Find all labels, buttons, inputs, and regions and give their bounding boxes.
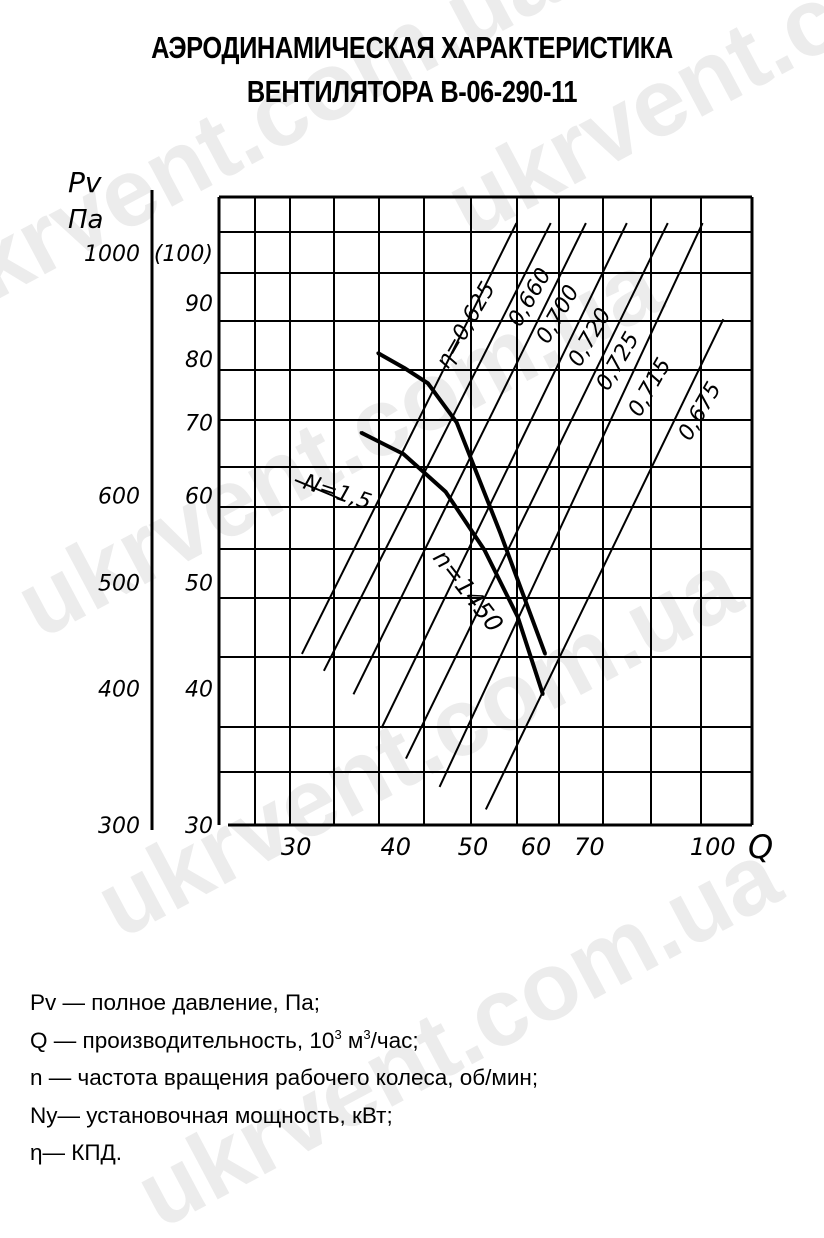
efficiency-label-7: 0,675 xyxy=(674,378,727,445)
y-tick-inner-800: 80 xyxy=(185,348,213,373)
x-tick-label-70: 70 xyxy=(574,833,605,861)
legend-q-suffix: /час; xyxy=(370,1027,419,1053)
curve-point-speed-1 xyxy=(401,452,406,456)
y-tick-outer-400: 400 xyxy=(98,677,140,702)
efficiency-line-1 xyxy=(301,222,518,655)
y-tick-inner-400: 40 xyxy=(185,677,213,702)
efficiency-line-4 xyxy=(380,222,628,729)
y-tick-inner-600: 60 xyxy=(185,485,213,510)
curve-point-speed-3 xyxy=(482,548,487,552)
efficiency-line-6 xyxy=(438,222,704,788)
curve-point-power-5 xyxy=(543,652,547,656)
efficiency-line-2 xyxy=(323,222,552,672)
curve-point-power-3 xyxy=(455,420,459,425)
y-tick-inner-700: 70 xyxy=(185,411,213,436)
legend-pv: Pv — полное давление, Па; xyxy=(30,990,320,1015)
curve-point-speed-4 xyxy=(516,615,520,619)
y-tick-inner-1000: (100) xyxy=(154,242,213,267)
legend-q-sup-2: 3 xyxy=(363,1026,371,1042)
legend-q-sup-1: 3 xyxy=(334,1026,342,1042)
y-axis-unit: Па xyxy=(68,205,103,235)
fan-performance-chart: Pv Па Q 30 40 50 60 70 100 1000 600 500 400 300 (100) 9… xyxy=(68,166,773,866)
curve-point-speed-2 xyxy=(444,490,448,494)
x-tick-label-50: 50 xyxy=(458,833,489,861)
power-label-leader xyxy=(294,479,344,501)
efficiency-label-6: 0,715 xyxy=(624,354,677,421)
legend-block: Pv — полное давление, Па; Q — производит… xyxy=(30,984,538,1172)
curve-point-power-0 xyxy=(376,351,380,355)
efficiency-line-5 xyxy=(405,222,669,760)
y-tick-inner-900: 90 xyxy=(185,292,213,317)
curve-point-power-2 xyxy=(426,381,430,385)
efficiency-line-7 xyxy=(484,318,725,810)
legend-eta: η— КПД. xyxy=(30,1140,123,1165)
curve-point-power-4 xyxy=(498,531,502,535)
y-tick-outer-600: 600 xyxy=(98,485,140,510)
y-axis-label: Pv xyxy=(68,166,102,199)
curve-speed xyxy=(360,430,545,695)
x-tick-label-30: 30 xyxy=(281,833,312,861)
speed-curve-label: n=1450 xyxy=(427,544,508,637)
chart-title-line-2: ВЕНТИЛЯТОРА В-06-290-11 xyxy=(246,74,578,109)
x-tick-label-100: 100 xyxy=(690,833,736,861)
legend-q: Q — производительность, 103 м3/час; xyxy=(30,1022,538,1060)
y-tick-outer-1000: 1000 xyxy=(84,242,140,267)
x-tick-label-60: 60 xyxy=(521,833,552,861)
y-tick-outer-300: 300 xyxy=(98,814,140,839)
legend-q-prefix: Q — производительность, 10 xyxy=(30,1027,335,1053)
curve-point-speed-0 xyxy=(359,431,363,435)
chart-title-line-1: АЭРОДИНАМИЧЕСКАЯ ХАРАКТЕРИСТИКА xyxy=(151,30,673,65)
x-axis-label: Q xyxy=(748,828,773,866)
y-tick-outer-500: 500 xyxy=(98,571,140,596)
y-tick-inner-500: 50 xyxy=(185,571,213,596)
efficiency-label-1: η=0,625 xyxy=(432,278,501,373)
curve-point-speed-5 xyxy=(541,692,545,696)
curve-point-power-1 xyxy=(402,366,406,370)
legend-ny: Ny— установочная мощность, кВт; xyxy=(30,1102,393,1128)
power-curve-label: N=1,5 xyxy=(300,470,374,515)
grid xyxy=(217,195,754,825)
curve-power xyxy=(377,351,548,655)
legend-q-mid: м xyxy=(341,1027,364,1053)
y-tick-inner-300: 30 xyxy=(185,814,213,839)
x-tick-label-40: 40 xyxy=(380,833,411,861)
legend-n: n — частота вращения рабочего колеса, об… xyxy=(30,1065,539,1090)
curves xyxy=(359,351,548,696)
